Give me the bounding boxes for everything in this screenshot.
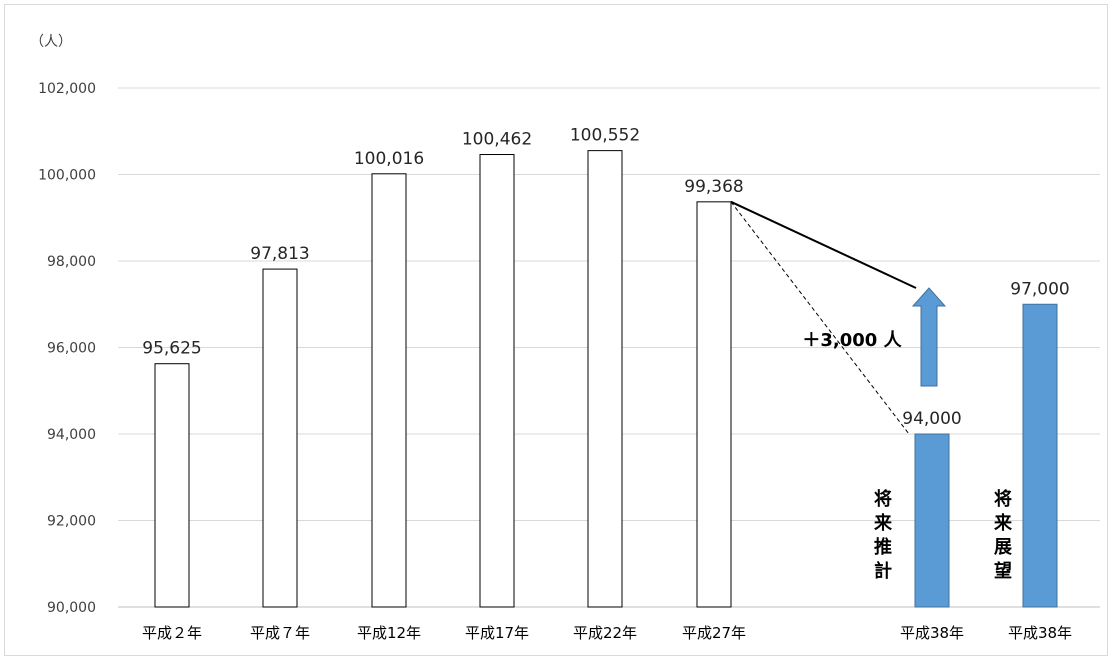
bar: [479, 154, 515, 608]
y-tick-label: 102,000: [38, 81, 96, 97]
x-tick-label: 平成12年: [357, 624, 421, 642]
y-tick-label: 92,000: [47, 514, 96, 530]
data-label: 100,552: [570, 126, 640, 146]
vertical-annotation-label: 将来展望: [993, 488, 1013, 582]
bar: [696, 201, 732, 608]
bar: [1022, 303, 1058, 608]
trend-solid-line: [730, 200, 917, 289]
y-unit-label: （人）: [30, 34, 72, 50]
x-tick-label: 平成７年: [250, 624, 310, 642]
x-tick-label: 平成２年: [142, 624, 202, 642]
bar: [154, 363, 190, 608]
data-label: 95,625: [142, 339, 201, 359]
bar: [914, 433, 950, 608]
data-label: 100,462: [462, 130, 532, 150]
x-tick-label: 平成17年: [465, 624, 529, 642]
bar: [587, 150, 623, 608]
x-tick-label: 平成38年: [1008, 624, 1072, 642]
bar: [262, 268, 298, 608]
y-tick-label: 90,000: [47, 600, 96, 616]
x-tick-label: 平成38年: [900, 624, 964, 642]
x-tick-label: 平成22年: [573, 624, 637, 642]
vertical-annotation-label: 将来推計: [873, 488, 893, 582]
up-arrow-icon: [911, 287, 947, 387]
x-tick-label: 平成27年: [682, 624, 746, 642]
y-tick-label: 100,000: [38, 168, 96, 184]
data-label: 97,000: [1010, 279, 1069, 299]
data-label: 97,813: [250, 244, 309, 264]
increase-annotation: ＋3,000 人: [802, 330, 902, 351]
data-label: 100,016: [354, 149, 424, 169]
y-tick-label: 96,000: [47, 341, 96, 357]
y-tick-label: 98,000: [47, 254, 96, 270]
data-label: 99,368: [684, 177, 743, 197]
bar: [371, 173, 407, 608]
y-tick-label: 94,000: [47, 427, 96, 443]
data-label: 94,000: [902, 409, 961, 429]
trend-dashed-line: [730, 201, 910, 435]
